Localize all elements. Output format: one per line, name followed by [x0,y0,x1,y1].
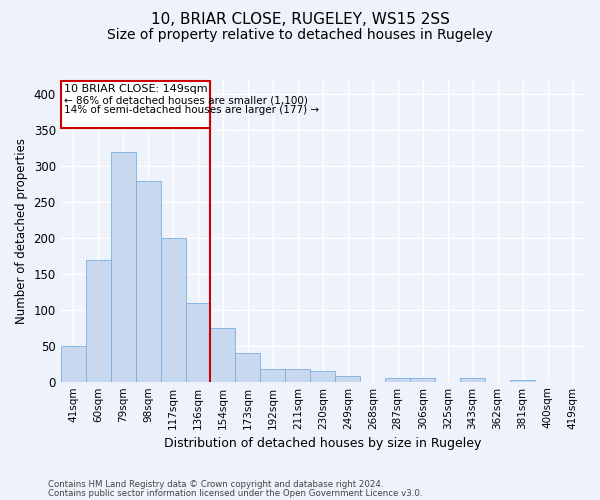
Bar [161,238,185,382]
Bar [110,152,136,382]
Bar [211,328,235,382]
Bar [310,371,335,382]
Bar [286,370,310,382]
Text: 10, BRIAR CLOSE, RUGELEY, WS15 2SS: 10, BRIAR CLOSE, RUGELEY, WS15 2SS [151,12,449,28]
Bar [335,376,360,382]
Y-axis label: Number of detached properties: Number of detached properties [15,138,28,324]
Bar [410,378,435,382]
Bar [510,380,535,382]
Text: Size of property relative to detached houses in Rugeley: Size of property relative to detached ho… [107,28,493,42]
Bar [260,370,286,382]
Bar [86,260,110,382]
Bar [385,378,410,382]
Text: Contains HM Land Registry data © Crown copyright and database right 2024.: Contains HM Land Registry data © Crown c… [48,480,383,489]
FancyBboxPatch shape [61,82,211,128]
X-axis label: Distribution of detached houses by size in Rugeley: Distribution of detached houses by size … [164,437,482,450]
Bar [460,378,485,382]
Text: 14% of semi-detached houses are larger (177) →: 14% of semi-detached houses are larger (… [64,105,320,115]
Bar [61,346,86,382]
Text: ← 86% of detached houses are smaller (1,100): ← 86% of detached houses are smaller (1,… [64,96,308,106]
Bar [185,302,211,382]
Text: Contains public sector information licensed under the Open Government Licence v3: Contains public sector information licen… [48,488,422,498]
Bar [136,180,161,382]
Bar [235,353,260,382]
Text: 10 BRIAR CLOSE: 149sqm: 10 BRIAR CLOSE: 149sqm [64,84,208,94]
